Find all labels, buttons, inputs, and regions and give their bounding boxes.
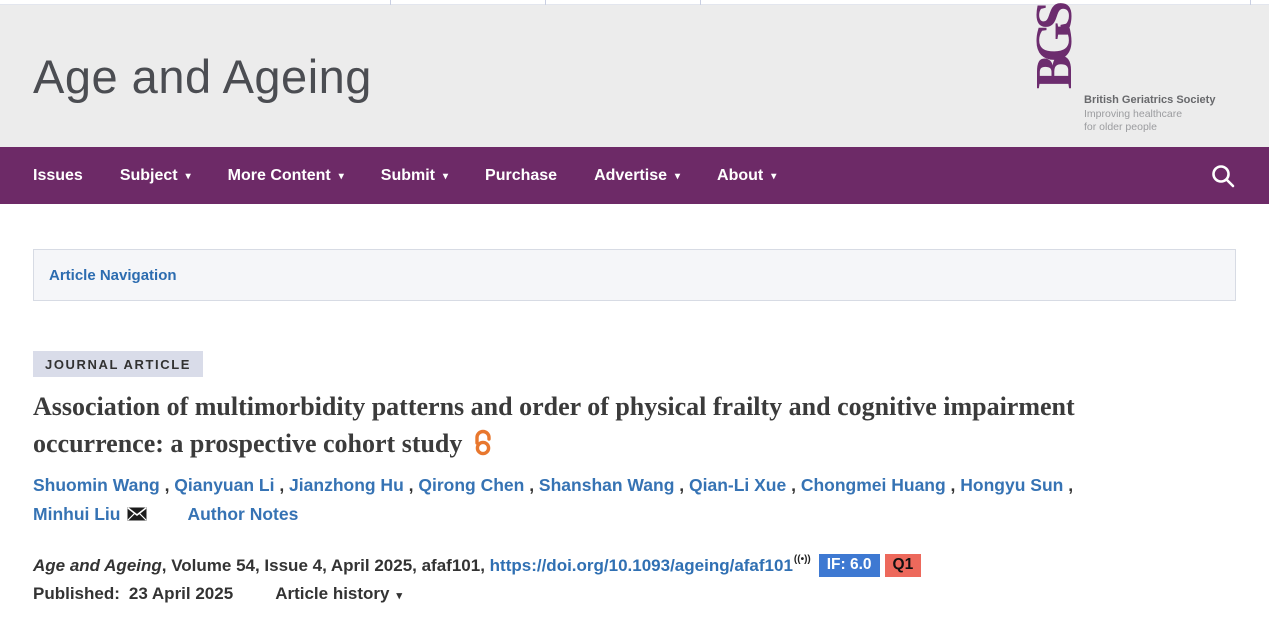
nav-item-label: Submit	[380, 166, 435, 184]
published-date: 23 April 2025	[128, 584, 234, 603]
citation-line: Age and Ageing, Volume 54, Issue 4, Apri…	[33, 554, 1236, 577]
published-line: Published: 23 April 2025 Article history…	[33, 584, 1236, 604]
metric-icon: ((•))	[793, 554, 811, 565]
article-history-toggle[interactable]: Article history ▾	[275, 584, 402, 604]
article-title: Association of multimorbidity patterns a…	[33, 388, 1236, 462]
author-separator: ,	[524, 475, 539, 495]
envelope-icon[interactable]	[127, 507, 147, 521]
author-link[interactable]: Qian-Li Xue	[689, 475, 787, 495]
nav-item-purchase[interactable]: Purchase	[485, 167, 557, 185]
doi-link[interactable]: https://doi.org/10.1093/ageing/afaf101	[489, 555, 793, 575]
viewport-strip	[0, 0, 1269, 5]
nav-item-submit[interactable]: Submit ▾	[381, 167, 448, 185]
bgs-tagline-line1: Improving healthcare	[1084, 108, 1183, 120]
article-type-badge: JOURNAL ARTICLE	[33, 351, 204, 377]
author-link[interactable]: Qianyuan Li	[174, 475, 275, 495]
site-header: Age and Ageing BGS British Geriatrics So…	[0, 5, 1269, 147]
article-title-line1: Association of multimorbidity patterns a…	[33, 392, 1075, 421]
citation-journal-name: Age and Ageing	[33, 555, 162, 575]
main-nav: Issues Subject ▾ More Content ▾ Submit ▾…	[0, 147, 1269, 204]
article-history-label: Article history	[275, 584, 390, 603]
bgs-society-name: British Geriatrics Society	[1084, 94, 1216, 106]
nav-item-label: Subject	[119, 166, 178, 184]
chevron-down-icon: ▾	[771, 171, 777, 182]
author-separator: ,	[403, 475, 419, 495]
author-link[interactable]: Shanshan Wang	[538, 475, 675, 495]
chevron-down-icon: ▾	[185, 171, 191, 182]
author-list: Shuomin Wang , Qianyuan Li , Jianzhong H…	[33, 471, 1236, 529]
nav-item-label: About	[717, 166, 764, 184]
nav-item-label: Purchase	[485, 166, 558, 184]
author-separator: ,	[674, 475, 689, 495]
author-link[interactable]: Shuomin Wang	[33, 475, 160, 495]
search-button[interactable]	[1210, 163, 1236, 189]
viewport-tick	[700, 0, 701, 5]
chevron-down-icon: ▾	[338, 171, 344, 182]
nav-item-about[interactable]: About ▾	[717, 167, 776, 185]
published-label: Published:	[33, 584, 120, 603]
author-separator: ,	[1063, 475, 1078, 495]
quartile-badge[interactable]: Q1	[884, 554, 922, 577]
author-link[interactable]: Qirong Chen	[418, 475, 525, 495]
viewport-tick	[1250, 0, 1251, 5]
article-title-line2: occurrence: a prospective cohort study	[33, 429, 463, 458]
chevron-down-icon: ▾	[443, 171, 449, 182]
article-navigation-toggle[interactable]: Article Navigation	[33, 249, 1236, 301]
bgs-tagline-line2: for older people	[1084, 120, 1157, 133]
author-link[interactable]: Jianzhong Hu	[289, 475, 404, 495]
author-notes-link[interactable]: Author Notes	[187, 504, 299, 524]
nav-item-subject[interactable]: Subject ▾	[120, 167, 191, 185]
chevron-down-icon: ▾	[396, 589, 403, 602]
open-access-icon	[475, 429, 492, 456]
chevron-down-icon: ▾	[675, 171, 681, 182]
article-navigation-label: Article Navigation	[49, 266, 177, 284]
search-icon	[1212, 164, 1235, 187]
nav-item-more-content[interactable]: More Content ▾	[228, 167, 344, 185]
author-separator: ,	[274, 475, 290, 495]
author-separator: ,	[159, 475, 175, 495]
nav-item-label: More Content	[227, 166, 331, 184]
impact-factor-badge[interactable]: IF: 6.0	[818, 554, 880, 577]
author-link-corresponding[interactable]: Minhui Liu	[33, 504, 121, 524]
bgs-logo-text: British Geriatrics Society Improving hea…	[1084, 94, 1226, 133]
bgs-logo[interactable]: BGS British Geriatrics Society Improving…	[1011, 5, 1241, 147]
viewport-tick	[390, 0, 391, 5]
nav-item-label: Issues	[33, 166, 83, 184]
journal-title[interactable]: Age and Ageing	[33, 49, 372, 103]
nav-item-advertise[interactable]: Advertise ▾	[594, 167, 680, 185]
nav-item-label: Advertise	[594, 166, 667, 184]
viewport-tick	[545, 0, 546, 5]
author-link[interactable]: Hongyu Sun	[960, 475, 1064, 495]
nav-item-issues[interactable]: Issues	[33, 167, 83, 185]
author-separator: ,	[945, 475, 961, 495]
citation-details: , Volume 54, Issue 4, April 2025, afaf10…	[161, 555, 490, 575]
article-header-region: Article Navigation JOURNAL ARTICLE Assoc…	[0, 249, 1269, 604]
bgs-logo-acronym: BGS	[1026, 9, 1083, 90]
author-link[interactable]: Chongmei Huang	[800, 475, 946, 495]
author-separator: ,	[786, 475, 801, 495]
